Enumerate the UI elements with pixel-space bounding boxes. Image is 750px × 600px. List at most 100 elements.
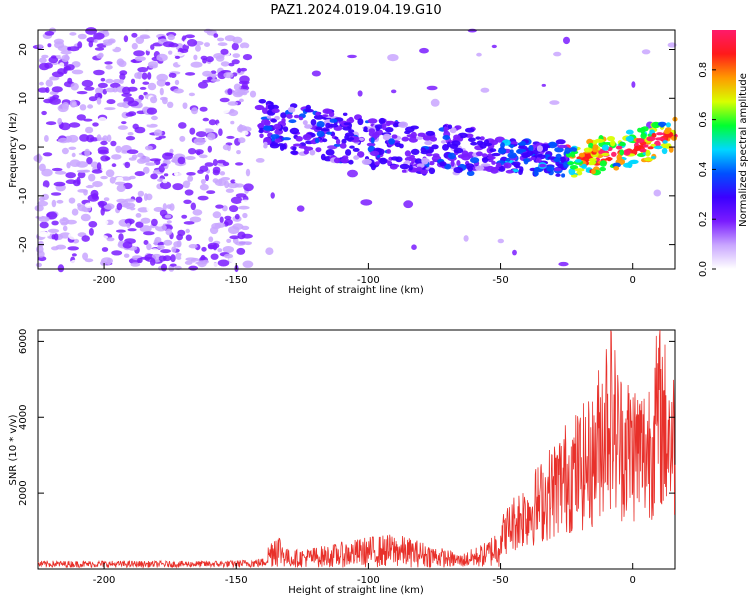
spectrogram-cell [126, 222, 131, 228]
spectrogram-cell [386, 149, 392, 154]
spectrogram-cell [379, 157, 388, 165]
spectrogram-cell [51, 199, 57, 208]
spectrogram-cell [54, 170, 67, 175]
spectrogram-cell [159, 181, 172, 190]
spectrogram-cell [231, 59, 240, 65]
spectrogram-cell [348, 137, 355, 141]
spectrogram-cell [302, 120, 308, 126]
spectrogram-cell [143, 231, 155, 236]
spectrogram-cell [588, 158, 597, 162]
spectrogram-cell [229, 235, 240, 240]
spectrogram-cell [126, 149, 139, 154]
spectrogram-cell [165, 228, 173, 236]
spectrogram-cell [145, 162, 157, 166]
spectrogram-cell [34, 205, 44, 212]
snr-x-label: Height of straight line (km) [288, 585, 424, 596]
spectrogram-cell [366, 142, 376, 147]
spectrogram-cell [238, 98, 244, 103]
spectrogram-cell [487, 155, 496, 160]
spectrogram-cell [583, 147, 593, 153]
spectrogram-cell [660, 143, 671, 148]
spectrogram-cell [539, 163, 546, 168]
spectrogram-cell [187, 175, 194, 182]
spectrogram-cell [223, 253, 234, 259]
spectrogram-cell [143, 240, 149, 245]
spectrogram-cell [391, 134, 398, 139]
spectrogram-cell [403, 200, 414, 209]
spectrogram-cell [116, 176, 124, 182]
spectrogram-cell [103, 197, 110, 202]
spectrogram-cell [370, 137, 375, 144]
spectrogram-cell [131, 154, 138, 159]
x-tick-label: -50 [492, 575, 508, 586]
x-tick-label: -100 [357, 275, 380, 286]
spectrogram-cell [304, 124, 313, 129]
spectrogram-cell [287, 106, 296, 113]
spectrogram-cell [131, 42, 138, 50]
spectrogram-cell [182, 180, 191, 189]
spectrogram-cell [122, 86, 131, 95]
spectrogram-cell [147, 72, 152, 80]
spectrogram-cell [160, 249, 172, 254]
spectrogram-cell [85, 184, 94, 189]
spectrogram-cell [121, 121, 127, 125]
spectrogram-cell [188, 244, 198, 249]
spectrogram-cell [347, 54, 357, 59]
spectrogram-cell [151, 218, 158, 227]
spectrogram-cell [228, 62, 235, 67]
spectrogram-cell [180, 253, 186, 260]
spectrogram-cell [102, 220, 109, 225]
spectrogram-cell [384, 127, 394, 133]
colorbar-gradient [712, 30, 736, 269]
spectrogram-cell [174, 51, 185, 57]
spectrogram-cell [505, 169, 514, 174]
spectrogram-cell [314, 137, 320, 144]
spectrogram-cell [426, 85, 438, 91]
spectrogram-cell [439, 161, 447, 167]
spectrogram-cell [67, 77, 73, 84]
spectrogram-cell [491, 44, 497, 49]
spectrogram-cell [165, 81, 171, 86]
spectrogram-cell [510, 58, 522, 66]
spectrogram-cell [266, 115, 271, 119]
spectrogram-cell [110, 82, 121, 89]
spectrogram-cell [352, 147, 360, 152]
spectrogram-ridge-layer [254, 99, 678, 178]
spectrogram-cell [88, 173, 96, 182]
spectrogram-cell [150, 115, 158, 121]
colorbar-tick-label: 0.2 [698, 211, 709, 227]
spectrogram-cell [146, 204, 154, 213]
spectrogram-cell [280, 112, 287, 119]
spectrogram-cell [189, 216, 202, 223]
spectrogram-cell [219, 171, 226, 176]
spectrogram-cell [86, 157, 93, 165]
spectrogram-cell [193, 137, 206, 146]
spectrogram-cell [274, 138, 282, 144]
spectrogram-cell [137, 152, 144, 158]
spectrogram-cell [235, 162, 244, 166]
spectrogram-cell [387, 54, 399, 62]
spectrogram-cell [340, 157, 349, 164]
spectrogram-cell [63, 66, 68, 74]
spectrogram-cell [174, 55, 180, 60]
spectrogram-cell [200, 179, 206, 185]
spectrogram-cell [77, 171, 86, 179]
spectrogram-cell [404, 150, 411, 157]
spectrogram-cell [292, 146, 297, 151]
spectrogram-cell [494, 166, 500, 170]
colorbar-tick-label: 0.6 [698, 112, 709, 128]
spectrogram-cell [225, 188, 234, 193]
spectrogram-cell [215, 204, 224, 209]
spectrogram-cell [175, 252, 183, 260]
spectrogram-cell [661, 147, 668, 155]
spectrogram-cell [286, 113, 293, 119]
spectrogram-cell [424, 140, 433, 146]
spectrogram-cell [645, 149, 651, 157]
spectrogram-cell [224, 180, 230, 189]
spectrogram-cell [370, 163, 376, 171]
spectrogram-cell [218, 128, 223, 136]
spectrogram-cell [150, 44, 155, 50]
spectrogram-frame [37, 29, 676, 270]
spectrogram-cell [43, 98, 53, 104]
spectrogram-cell [315, 147, 322, 153]
